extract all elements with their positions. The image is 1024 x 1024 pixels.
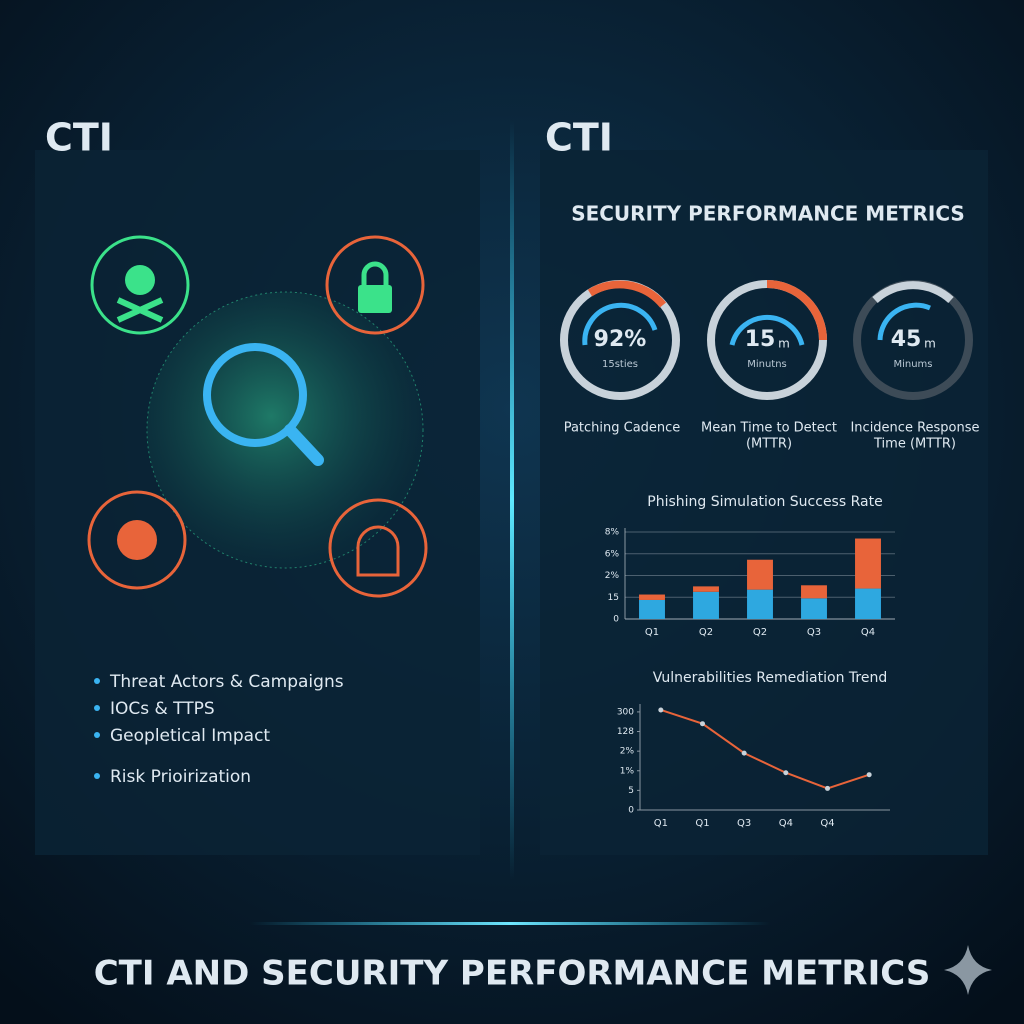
y-tick-label: 1% (620, 766, 635, 776)
bullet: Geopletical Impact (110, 726, 270, 746)
y-tick-label: 0 (613, 615, 619, 625)
x-tick-label: Q4 (861, 627, 875, 638)
trend-point (866, 772, 872, 778)
metric-label: Time (MTTR) (873, 437, 956, 452)
bar-segment (747, 559, 773, 590)
x-tick-label: Q2 (699, 627, 713, 638)
metric-label: Patching Cadence (564, 421, 681, 436)
bar-segment (747, 589, 773, 619)
y-tick-label: 128 (617, 727, 634, 737)
y-tick-label: 6% (605, 549, 620, 559)
x-tick-label: Q1 (645, 627, 659, 638)
metric-unit: 15sties (602, 359, 638, 370)
trend-point (658, 707, 664, 713)
metric-unit: Minutns (747, 359, 787, 370)
y-tick-label: 8% (605, 528, 620, 538)
metric-label: Mean Time to Detect (701, 421, 837, 436)
bar-segment (801, 598, 827, 619)
bottom-glow (250, 922, 770, 925)
bullet-list: Threat Actors & Campaigns IOCs & TTPS Ge… (94, 672, 344, 787)
metrics-title: SECURITY PERFORMANCE METRICS (571, 202, 965, 226)
metric-value: 15 (745, 327, 776, 352)
bar-segment (855, 538, 881, 589)
bar-segment (801, 585, 827, 599)
divider-glow (510, 120, 514, 880)
metric-suffix: m (778, 337, 790, 351)
bar-segment (639, 599, 665, 619)
y-tick-label: 2% (620, 747, 635, 757)
metric-label: Incidence Response (850, 421, 979, 436)
bullet: Risk Prioirization (110, 767, 251, 787)
y-tick-label: 300 (617, 707, 634, 717)
metric-label: (MTTR) (746, 437, 792, 452)
bullet: Threat Actors & Campaigns (109, 672, 344, 692)
trend-line (660, 709, 870, 790)
y-tick-label: 2% (605, 571, 620, 581)
x-tick-label: Q2 (753, 627, 767, 638)
right-title: CTI (545, 116, 613, 160)
threat-illustration (87, 235, 428, 598)
bar-segment (639, 594, 665, 600)
gauges (560, 280, 973, 400)
x-tick-label: Q4 (779, 818, 793, 829)
sparkle-icon (944, 945, 992, 995)
chart-title: Phishing Simulation Success Rate (647, 494, 882, 510)
x-tick-label: Q3 (807, 627, 821, 638)
trend-point (825, 785, 830, 791)
metric-unit: Minums (893, 359, 932, 370)
metric-suffix: m (924, 337, 936, 351)
metric-value: 45 (891, 327, 922, 352)
y-tick-label: 5 (628, 786, 634, 796)
page-title: CTI AND SECURITY PERFORMANCE METRICS (94, 954, 931, 994)
trend-point (700, 721, 705, 727)
x-tick-label: Q3 (737, 818, 751, 829)
metric-value: 92% (594, 327, 647, 352)
x-tick-label: Q4 (820, 818, 834, 829)
bar-segment (693, 586, 719, 592)
x-tick-label: Q1 (695, 818, 709, 829)
right-panel (540, 150, 988, 855)
bar-segment (855, 588, 881, 619)
left-title: CTI (45, 116, 113, 160)
bar-segment (693, 591, 719, 619)
y-tick-label: 15 (608, 593, 619, 603)
chart-title: Vulnerabilities Remediation Trend (653, 670, 887, 686)
trend-point (783, 770, 789, 776)
trend-point (741, 750, 747, 756)
bullet: IOCs & TTPS (110, 699, 215, 719)
y-tick-label: 0 (628, 806, 634, 816)
x-tick-label: Q1 (654, 818, 668, 829)
